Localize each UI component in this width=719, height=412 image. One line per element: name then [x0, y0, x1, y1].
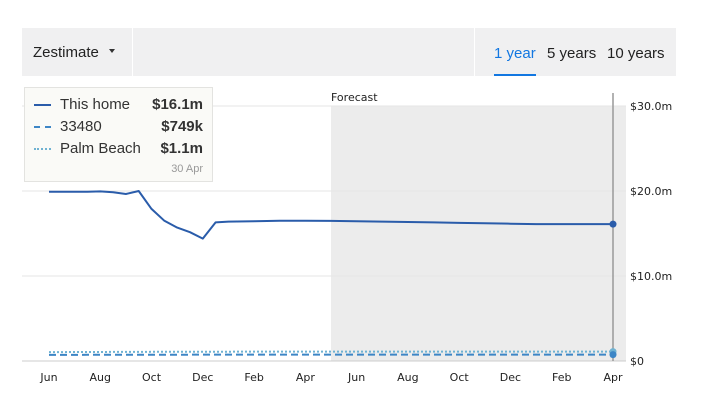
- tab-10-years[interactable]: 10 years: [607, 45, 665, 62]
- x-tick-label: Feb: [552, 371, 571, 384]
- metric-dropdown-label: Zestimate: [33, 43, 99, 61]
- x-tick-label: Aug: [397, 371, 418, 384]
- tab-5-years[interactable]: 5 years: [547, 45, 597, 62]
- chart-legend-tooltip: This home $16.1m 33480 $749k Palm Beach …: [24, 87, 213, 182]
- series-line-palm-beach: [49, 350, 613, 354]
- x-tick-label: Apr: [603, 371, 623, 384]
- forecast-region: [331, 106, 626, 361]
- legend-swatch: [34, 126, 51, 128]
- x-tick-label: Feb: [244, 371, 263, 384]
- legend-value: $749k: [161, 118, 203, 135]
- legend-name: 33480: [60, 118, 102, 135]
- x-tick-label: Dec: [192, 371, 213, 384]
- x-tick-label: Oct: [450, 371, 470, 384]
- legend-name: Palm Beach: [60, 140, 141, 157]
- toolbar-divider: [474, 28, 475, 76]
- x-tick-label: Jun: [347, 371, 365, 384]
- metric-dropdown[interactable]: Zestimate: [22, 28, 132, 76]
- toolbar-divider: [132, 28, 133, 76]
- x-tick-label: Apr: [296, 371, 316, 384]
- legend-item-palm-beach: Palm Beach $1.1m: [25, 138, 212, 160]
- legend-item-33480: 33480 $749k: [25, 116, 212, 138]
- hover-point: [609, 220, 617, 228]
- y-tick-label: $20.0m: [630, 185, 672, 198]
- x-tick-label: Dec: [500, 371, 521, 384]
- legend-swatch: [34, 148, 51, 150]
- y-tick-label: $0: [630, 355, 644, 368]
- caret-down-icon: [108, 49, 115, 53]
- y-tick-label: $10.0m: [630, 270, 672, 283]
- legend-swatch: [34, 104, 51, 106]
- tab-1-year[interactable]: 1 year: [494, 28, 536, 76]
- x-tick-label: Aug: [90, 371, 111, 384]
- legend-value: $16.1m: [152, 96, 203, 113]
- legend-date: 30 Apr: [171, 163, 203, 175]
- x-tick-label: Oct: [142, 371, 162, 384]
- legend-value: $1.1m: [160, 140, 203, 157]
- legend-name: This home: [60, 96, 131, 113]
- x-tick-label: Jun: [39, 371, 57, 384]
- forecast-label: Forecast: [331, 91, 378, 104]
- series-line-this-home: [49, 190, 613, 240]
- chart-toolbar: Zestimate 1 year 5 years 10 years: [22, 28, 676, 76]
- legend-item-this-home: This home $16.1m: [25, 94, 212, 116]
- y-tick-label: $30.0m: [630, 100, 672, 113]
- hover-point: [609, 351, 617, 359]
